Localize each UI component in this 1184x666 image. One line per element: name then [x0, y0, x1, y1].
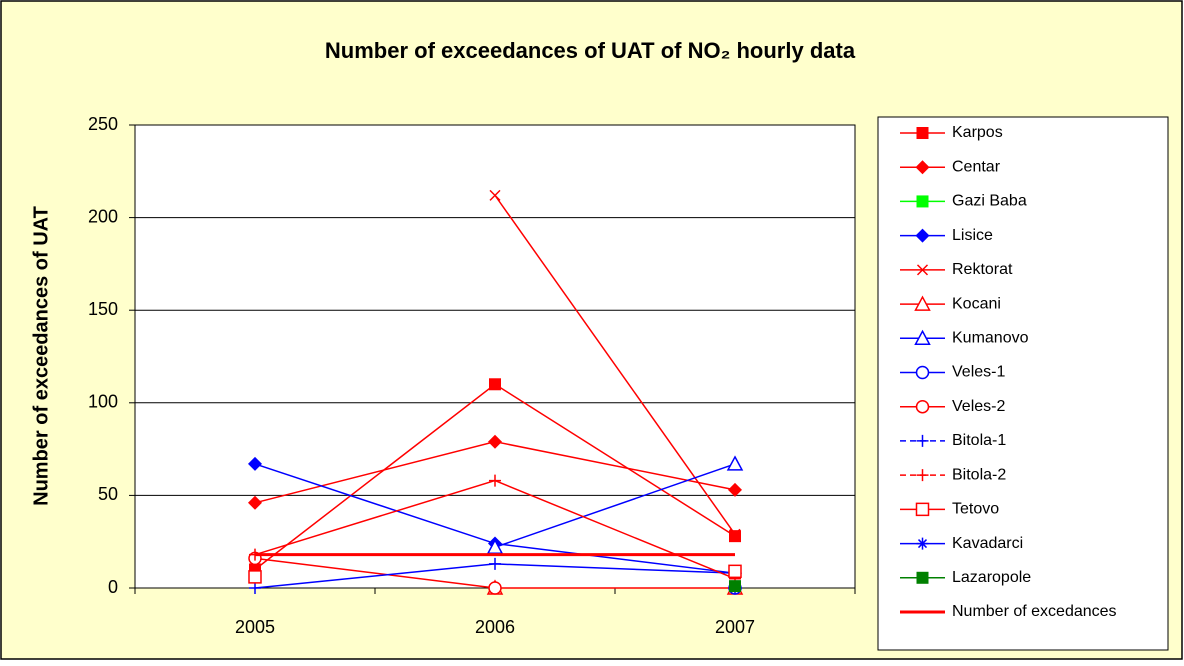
legend-label: Tetovo — [952, 501, 999, 518]
legend-label: Bitola-2 — [952, 466, 1006, 483]
series-marker — [248, 495, 262, 510]
legend-label: Centar — [952, 158, 1001, 175]
legend-marker — [915, 502, 930, 517]
y-tick-label: 200 — [88, 206, 118, 226]
legend-marker — [916, 537, 929, 550]
legend-marker — [916, 571, 929, 584]
series-marker — [729, 530, 741, 543]
x-tick-label: 2005 — [235, 617, 275, 637]
legend-marker — [916, 127, 929, 139]
y-axis-title: Number of exceedances of UAT — [30, 206, 52, 506]
legend-marker — [915, 399, 930, 414]
legend-label: Gazi Baba — [952, 193, 1027, 210]
y-tick-label: 250 — [88, 114, 118, 134]
legend-marker — [915, 228, 930, 243]
legend-label: Lisice — [952, 227, 993, 244]
chart-title: Number of exceedances of UAT of NO₂ hour… — [325, 38, 856, 63]
legend-marker — [916, 469, 929, 482]
series-marker — [248, 456, 262, 471]
y-tick-label: 50 — [98, 484, 118, 504]
y-tick-label: 100 — [88, 392, 118, 412]
legend-label: Karpos — [952, 124, 1003, 141]
x-tick-label: 2007 — [715, 617, 755, 637]
y-tick-label: 0 — [108, 577, 118, 597]
series-marker — [489, 557, 501, 570]
legend-marker — [916, 434, 929, 447]
legend-label: Kocani — [952, 295, 1001, 312]
legend-label: Kumanovo — [952, 330, 1029, 347]
series-marker — [728, 564, 742, 579]
series-marker — [488, 581, 502, 595]
series-marker — [489, 378, 501, 391]
legend-label: Rektorat — [952, 261, 1013, 278]
legend-marker — [916, 264, 929, 276]
legend-label: Number of excedances — [952, 603, 1117, 620]
y-tick-label: 150 — [88, 299, 118, 319]
legend-label: Veles-1 — [952, 364, 1005, 381]
series-line — [494, 463, 736, 548]
series-marker — [726, 455, 744, 471]
legend-marker — [914, 329, 931, 346]
series-line — [254, 557, 496, 589]
legend-marker — [915, 160, 930, 175]
series-marker — [488, 434, 502, 449]
series-marker — [248, 570, 262, 584]
series-marker — [729, 580, 741, 593]
legend-label: Kavadarci — [952, 535, 1023, 552]
legend-label: Veles-2 — [952, 398, 1005, 415]
legend-marker — [914, 295, 931, 311]
plot-area — [134, 124, 856, 589]
legend-marker — [916, 195, 929, 208]
legend-label: Lazaropole — [952, 569, 1031, 586]
legend-label: Bitola-1 — [952, 432, 1006, 449]
x-tick-label: 2006 — [475, 617, 515, 637]
series-marker — [489, 189, 501, 201]
series-marker — [489, 474, 501, 487]
legend-marker — [915, 365, 930, 380]
series-marker — [729, 528, 741, 540]
series-marker — [728, 482, 742, 497]
series-marker — [249, 582, 261, 594]
